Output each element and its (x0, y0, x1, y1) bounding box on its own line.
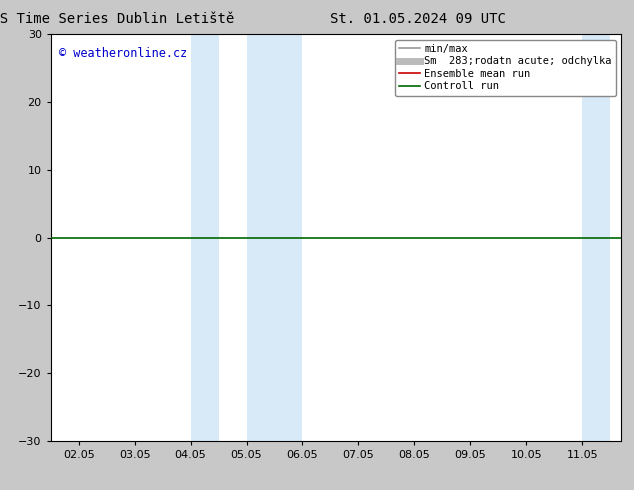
Bar (247, 34, 302, 441)
Text: St. 01.05.2024 09 UTC: St. 01.05.2024 09 UTC (330, 12, 505, 26)
Bar (582, 34, 610, 441)
Text: ENS Time Series Dublin Letiště: ENS Time Series Dublin Letiště (0, 12, 235, 26)
Legend: min/max, Sm  283;rodatn acute; odchylka, Ensemble mean run, Controll run: min/max, Sm 283;rodatn acute; odchylka, … (395, 40, 616, 96)
Text: © weatheronline.cz: © weatheronline.cz (59, 47, 188, 59)
Bar (191, 34, 219, 441)
